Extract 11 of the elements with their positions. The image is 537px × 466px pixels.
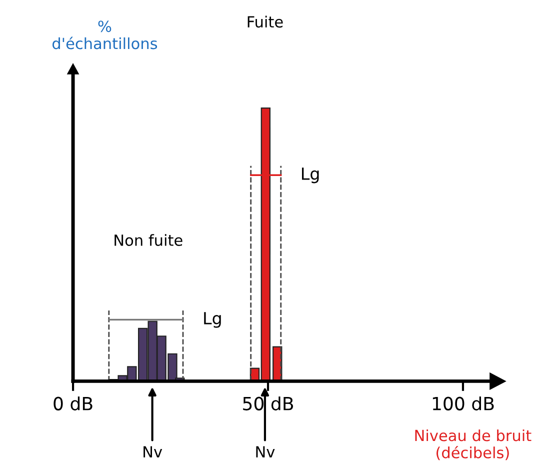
x-tick-label: 50 dB [243, 396, 294, 410]
y-axis-title: % d'échantillons [52, 20, 158, 50]
text: Nv [144, 446, 162, 458]
annotation: Lg [204, 312, 221, 328]
text: Fuite [248, 16, 283, 28]
x-tick-label: 0 dB [54, 396, 92, 410]
annotation: Lg [302, 168, 319, 184]
text: Nv [256, 446, 275, 458]
x-tick-label: 100 dB [432, 396, 494, 410]
x-axis-title: Niveau de bruit (décibels) [415, 429, 532, 460]
annotation: Non fuite [114, 234, 182, 246]
